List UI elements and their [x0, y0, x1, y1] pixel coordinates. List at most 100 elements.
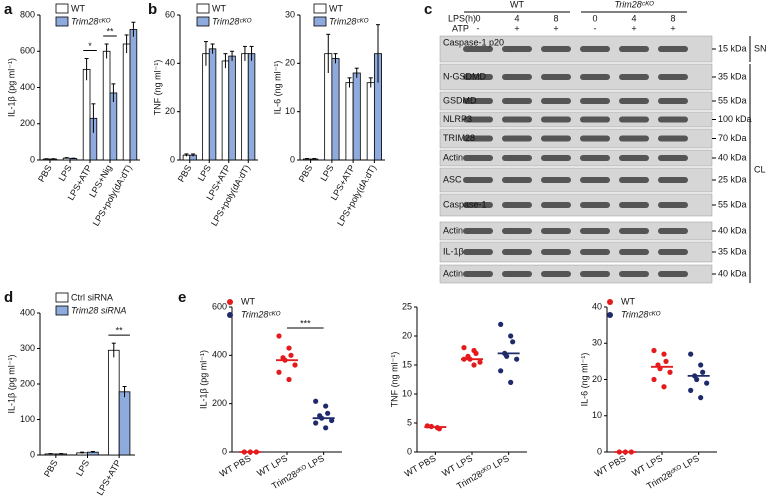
legend-label: WT [71, 3, 85, 13]
lps-time: 0 [475, 13, 480, 23]
y-tick-label: 10 [285, 106, 295, 116]
panel-label: a [4, 1, 13, 18]
blot-band [541, 135, 571, 142]
row-label: GSDMD [443, 95, 477, 105]
x-tick-label: PBS [297, 163, 315, 184]
lps-time: 0 [592, 13, 597, 23]
blot-band [502, 249, 532, 255]
blot-band [658, 46, 688, 52]
blot-band [619, 135, 649, 142]
y-tick-label: 200 [212, 398, 227, 408]
blot-band [463, 116, 493, 123]
fraction-label: CL [754, 164, 766, 174]
y-axis-label: IL-1β (pg ml⁻¹) [6, 355, 16, 414]
point [688, 387, 694, 393]
y-axis-label: IL-6 (ng ml⁻¹) [579, 353, 589, 407]
blot-band [658, 177, 688, 183]
kda-label: 70 kDa [718, 133, 747, 143]
lps-time: 4 [631, 13, 636, 23]
point [498, 321, 504, 327]
y-tick-label: 10 [592, 410, 602, 420]
y-tick-label: 15 [402, 359, 412, 369]
legend-label: WT [212, 3, 226, 13]
significance-label: ** [106, 26, 114, 36]
x-tick-label: WT PBS [403, 453, 438, 479]
y-tick-label: 0 [30, 154, 35, 164]
legend-swatch [55, 16, 69, 27]
blot-band [580, 155, 610, 161]
blot-band [580, 98, 610, 104]
blot-band [463, 202, 493, 208]
point [276, 333, 282, 339]
atp-sign: + [631, 23, 636, 33]
blot-band [619, 177, 649, 183]
blot-band [463, 98, 493, 104]
significance-label: * [88, 41, 92, 51]
lps-time: 8 [553, 13, 558, 23]
kda-label: 40 kDa [718, 225, 747, 235]
legend-swatch [227, 312, 233, 318]
y-tick-label: 300 [20, 343, 35, 353]
blot-band [580, 116, 610, 123]
bar [202, 53, 210, 161]
kda-label: 40 kDa [718, 268, 747, 278]
atp-sign: - [594, 23, 597, 33]
point [498, 368, 504, 374]
blot-band [541, 46, 571, 52]
blot-band [502, 74, 532, 80]
bar [352, 72, 361, 161]
blot-band [658, 228, 688, 234]
legend-label: Trim28 siRNA [71, 305, 126, 315]
blot-band [658, 271, 688, 277]
kda-label: 40 kDa [718, 152, 747, 162]
legend-swatch [196, 16, 210, 27]
atp-label: ATP [452, 23, 469, 33]
blot-band [541, 74, 571, 80]
point [667, 369, 673, 375]
blot-band [541, 271, 571, 277]
legend-label: WT [329, 3, 343, 13]
blot-band [502, 155, 532, 161]
blot-band [658, 249, 688, 255]
lps-time: 8 [670, 13, 675, 23]
y-tick-label: 40 [592, 301, 602, 311]
point [292, 362, 298, 368]
y-tick-label: 600 [212, 301, 227, 311]
blot-band [658, 116, 688, 123]
y-tick-label: 0 [407, 446, 412, 456]
row-label: TRIM28 [443, 133, 475, 143]
point [461, 345, 467, 351]
kda-label: 15 kDa [718, 43, 747, 53]
point [471, 362, 477, 368]
legend-label: Trim28ᶜᴷᴼ [241, 309, 281, 319]
y-tick-label: 20 [592, 374, 602, 384]
y-tick-label: 5 [407, 417, 412, 427]
kda-label: 35 kDa [718, 246, 747, 256]
panel-label: d [4, 289, 13, 306]
legend-swatch [55, 305, 69, 316]
y-axis-label: TNF (ng ml⁻¹) [152, 60, 162, 116]
bar [118, 391, 131, 456]
legend-swatch [313, 3, 327, 14]
blot-band [502, 98, 532, 104]
x-tick-label: PBS [176, 163, 194, 184]
panel-label: c [424, 1, 432, 18]
y-tick-label: 30 [285, 9, 295, 19]
blot-band [580, 135, 610, 142]
blot-band [541, 155, 571, 161]
significance-label: *** [300, 318, 311, 328]
point [508, 379, 514, 385]
kda-label: 25 kDa [718, 174, 747, 184]
y-tick-label: 100 [20, 414, 35, 424]
blot-band [502, 116, 532, 123]
atp-sign: - [477, 23, 480, 33]
bar [208, 48, 217, 161]
point [313, 420, 319, 426]
row-label: N-GSDMD [443, 71, 486, 81]
kda-label: 55 kDa [718, 95, 747, 105]
y-tick-label: 200 [20, 118, 35, 128]
y-tick-label: 0 [222, 446, 227, 456]
row-label: ASC [443, 174, 462, 184]
point [510, 339, 516, 345]
bar [366, 82, 375, 161]
